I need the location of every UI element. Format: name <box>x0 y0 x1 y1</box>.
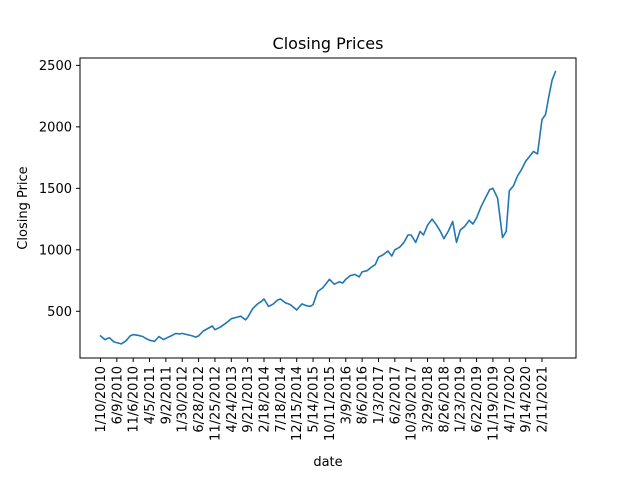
x-tick-label: 5/14/2015 <box>307 366 322 433</box>
x-axis-label: date <box>313 455 342 470</box>
x-tick-label: 1/10/2010 <box>94 366 109 433</box>
x-tick-label: 6/22/2019 <box>470 366 485 433</box>
x-tick-label: 4/17/2020 <box>503 366 518 433</box>
x-tick-label: 12/15/2014 <box>290 366 305 441</box>
x-tick-label: 4/24/2013 <box>225 366 240 433</box>
x-tick-label: 7/18/2014 <box>274 366 289 433</box>
x-tick-label: 2/11/2021 <box>536 366 551 433</box>
x-axis: 1/10/2010 6/9/2010 11/6/2010 4/5/2011 9/2/20… <box>94 358 551 441</box>
x-tick-label: 6/28/2012 <box>192 366 207 433</box>
x-tick-label: 1/30/2012 <box>176 366 191 433</box>
x-tick-label: 8/6/2016 <box>356 366 371 424</box>
y-axis: 500 1000 1500 2000 2500 <box>39 59 80 320</box>
x-tick-label: 1/23/2019 <box>454 366 469 433</box>
x-tick-label: 11/6/2010 <box>127 366 142 433</box>
y-axis-label: Closing Price <box>16 166 31 249</box>
x-tick-label: 6/9/2010 <box>110 366 125 424</box>
x-tick-label: 11/25/2012 <box>208 366 223 441</box>
x-tick-label: 8/26/2018 <box>437 366 452 433</box>
x-tick-label: 2/18/2014 <box>258 366 273 433</box>
x-tick-label: 10/30/2017 <box>405 366 420 441</box>
y-tick-label: 2500 <box>39 59 72 74</box>
y-tick-label: 1000 <box>39 243 72 258</box>
series-group <box>99 70 557 345</box>
x-tick-label: 10/11/2015 <box>323 366 338 441</box>
y-tick-label: 500 <box>47 305 72 320</box>
y-tick-label: 1500 <box>39 182 72 197</box>
chart-title: Closing Prices <box>273 34 384 53</box>
x-tick-label: 6/2/2017 <box>388 366 403 424</box>
y-tick-label: 2000 <box>39 120 72 135</box>
x-tick-label: 9/21/2013 <box>241 366 256 433</box>
x-tick-label: 3/29/2018 <box>421 366 436 433</box>
series-line-0 <box>99 70 557 345</box>
x-tick-label: 4/5/2011 <box>143 366 158 424</box>
plot-frame <box>79 57 577 359</box>
x-tick-label: 11/19/2019 <box>486 366 501 441</box>
x-tick-label: 1/3/2017 <box>372 366 387 424</box>
x-tick-label: 3/9/2016 <box>339 366 354 424</box>
x-tick-label: 9/2/2011 <box>159 366 174 424</box>
x-tick-label: 9/14/2020 <box>519 366 534 433</box>
